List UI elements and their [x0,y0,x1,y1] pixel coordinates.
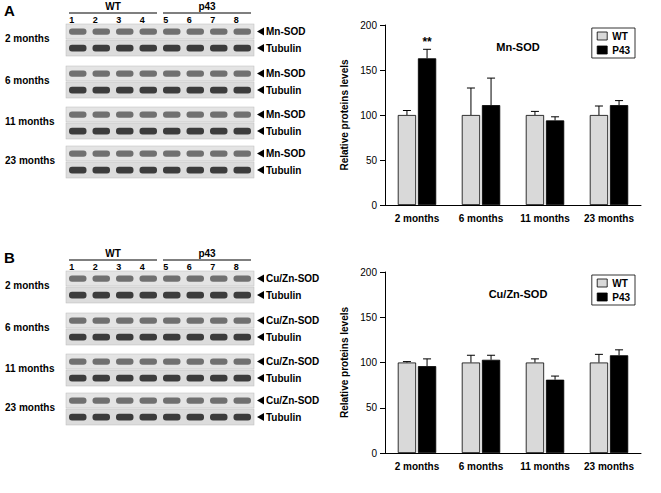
svg-text:Tubulin: Tubulin [266,165,301,176]
svg-text:WT: WT [612,278,628,289]
svg-text:11 months: 11 months [520,213,570,224]
svg-text:11 months: 11 months [520,461,570,472]
svg-text:6 months: 6 months [5,75,50,86]
svg-text:100: 100 [360,110,377,121]
svg-text:Mn-SOD: Mn-SOD [266,26,305,37]
svg-text:8: 8 [234,15,239,25]
svg-text:23 months: 23 months [584,213,634,224]
svg-text:50: 50 [366,155,378,166]
svg-text:8: 8 [234,262,239,272]
svg-text:Mn-SOD: Mn-SOD [266,68,305,79]
svg-text:3: 3 [116,262,121,272]
svg-text:200: 200 [360,267,377,278]
svg-text:Relative proteins levels: Relative proteins levels [339,306,350,418]
svg-text:2: 2 [93,15,98,25]
svg-text:23 months: 23 months [5,155,55,166]
svg-text:A: A [4,2,15,19]
svg-text:7: 7 [210,15,215,25]
svg-text:Mn-SOD: Mn-SOD [266,148,305,159]
svg-text:p43: p43 [198,1,216,12]
svg-text:Mn-SOD: Mn-SOD [496,41,539,53]
svg-text:2 months: 2 months [395,213,440,224]
svg-text:23 months: 23 months [584,461,634,472]
svg-text:Tubulin: Tubulin [266,43,301,54]
svg-text:6 months: 6 months [5,322,50,333]
svg-text:p43: p43 [198,248,216,259]
svg-text:Tubulin: Tubulin [266,412,301,423]
svg-text:2 months: 2 months [5,33,50,44]
svg-text:11 months: 11 months [5,116,55,127]
svg-text:P43: P43 [612,45,630,56]
svg-text:6: 6 [187,15,192,25]
svg-text:Tubulin: Tubulin [266,290,301,301]
svg-text:Tubulin: Tubulin [266,373,301,384]
svg-text:11 months: 11 months [5,363,55,374]
svg-text:0: 0 [371,200,377,211]
svg-text:2 months: 2 months [5,280,50,291]
svg-text:Tubulin: Tubulin [266,126,301,137]
svg-text:7: 7 [210,262,215,272]
svg-text:Tubulin: Tubulin [266,332,301,343]
svg-text:50: 50 [366,402,378,413]
svg-text:WT: WT [105,1,121,12]
svg-text:6: 6 [187,262,192,272]
svg-text:150: 150 [360,65,377,76]
svg-text:1: 1 [69,15,74,25]
svg-text:B: B [4,249,15,266]
svg-text:200: 200 [360,20,377,31]
svg-text:WT: WT [105,248,121,259]
svg-text:Cu/Zn-SOD: Cu/Zn-SOD [489,288,548,300]
svg-text:4: 4 [140,262,145,272]
svg-text:5: 5 [163,15,168,25]
svg-text:4: 4 [140,15,145,25]
svg-text:6 months: 6 months [459,213,504,224]
svg-text:Relative proteins levels: Relative proteins levels [339,59,350,171]
svg-text:5: 5 [163,262,168,272]
svg-text:WT: WT [612,31,628,42]
svg-text:P43: P43 [612,292,630,303]
svg-text:**: ** [422,35,432,49]
svg-text:6 months: 6 months [459,461,504,472]
svg-text:0: 0 [371,448,377,459]
svg-text:2 months: 2 months [395,461,440,472]
svg-text:23 months: 23 months [5,402,55,413]
svg-text:Cu/Zn-SOD: Cu/Zn-SOD [266,356,319,367]
svg-text:Cu/Zn-SOD: Cu/Zn-SOD [266,395,319,406]
svg-text:150: 150 [360,312,377,323]
svg-text:100: 100 [360,357,377,368]
svg-text:3: 3 [116,15,121,25]
svg-text:Mn-SOD: Mn-SOD [266,109,305,120]
svg-text:2: 2 [93,262,98,272]
svg-text:Cu/Zn-SOD: Cu/Zn-SOD [266,273,319,284]
svg-text:Cu/Zn-SOD: Cu/Zn-SOD [266,315,319,326]
svg-text:Tubulin: Tubulin [266,85,301,96]
svg-text:1: 1 [69,262,74,272]
